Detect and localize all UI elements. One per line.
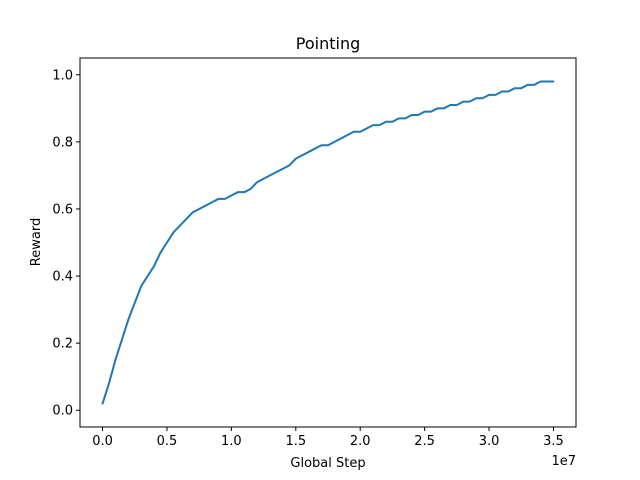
series-layer bbox=[101, 80, 555, 405]
y-axis-ticks: 0.0 0.2 0.4 0.6 0.8 1.0 bbox=[52, 68, 80, 419]
y-tick-label: 0.6 bbox=[52, 202, 73, 217]
y-tick-label: 0.2 bbox=[52, 337, 73, 352]
x-axis-offset-label: 1e7 bbox=[551, 454, 576, 469]
x-axis-ticks: 0.0 0.5 1.0 1.5 2.0 2.5 3.0 3.5 bbox=[92, 427, 564, 449]
plot-background bbox=[80, 58, 576, 427]
chart-title: Pointing bbox=[296, 34, 360, 53]
y-tick-label: 0.8 bbox=[52, 135, 73, 150]
y-tick-label: 0.0 bbox=[52, 404, 73, 419]
x-tick-label: 3.5 bbox=[543, 434, 564, 449]
x-tick-label: 0.5 bbox=[157, 434, 178, 449]
x-axis-label: Global Step bbox=[290, 456, 365, 471]
x-tick-label: 3.0 bbox=[479, 434, 500, 449]
reward-series-line bbox=[101, 80, 555, 405]
x-tick-label: 1.5 bbox=[285, 434, 306, 449]
x-tick-label: 0.0 bbox=[92, 434, 113, 449]
x-tick-label: 2.0 bbox=[350, 434, 371, 449]
y-tick-label: 1.0 bbox=[52, 68, 73, 83]
x-tick-label: 1.0 bbox=[221, 434, 242, 449]
y-tick-label: 0.4 bbox=[52, 270, 73, 285]
plot-area bbox=[80, 58, 576, 427]
x-tick-label: 2.5 bbox=[414, 434, 435, 449]
y-axis-label: Reward bbox=[29, 218, 44, 266]
plot-frame bbox=[79, 57, 577, 428]
